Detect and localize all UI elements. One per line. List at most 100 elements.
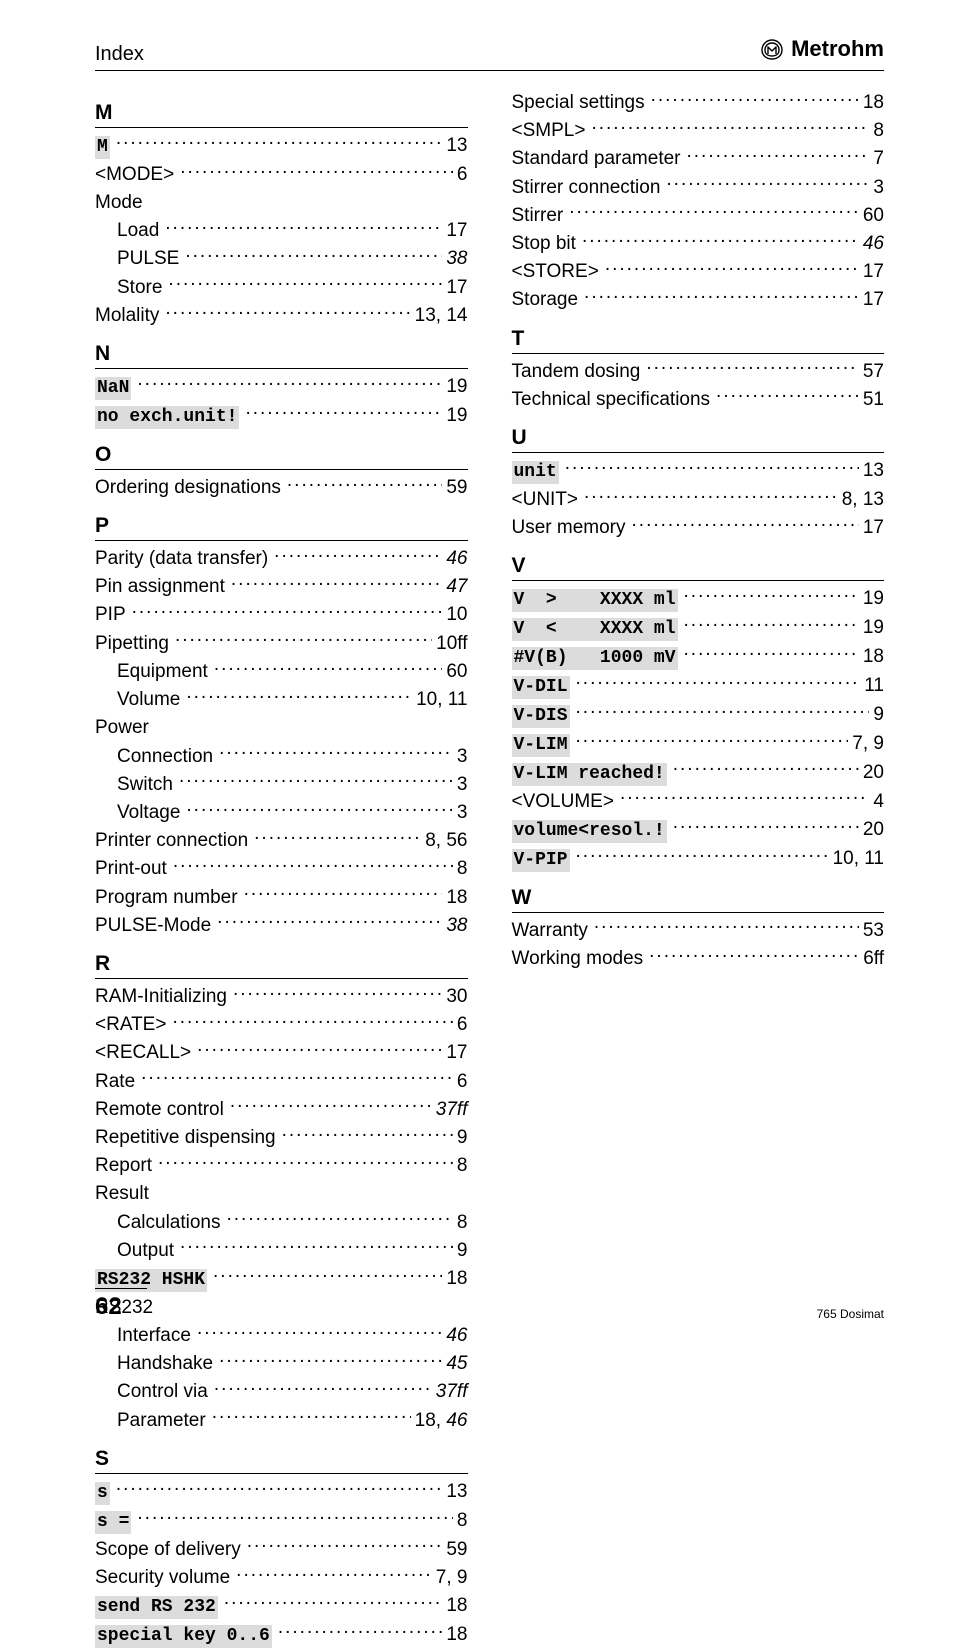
index-entry-page: 37ff bbox=[432, 1098, 468, 1122]
leader-dots bbox=[197, 1320, 442, 1341]
leader-dots bbox=[217, 910, 442, 931]
index-entry-page: 20 bbox=[859, 818, 884, 842]
leader-dots bbox=[212, 1405, 411, 1426]
leader-dots bbox=[594, 915, 859, 936]
header-left: Index bbox=[95, 43, 144, 66]
leader-dots bbox=[141, 1066, 453, 1087]
index-entry-label: <RECALL> bbox=[95, 1041, 191, 1065]
index-entry-label: NaN bbox=[95, 377, 131, 400]
metrohm-icon bbox=[759, 38, 785, 60]
index-entry: RAM-Initializing30 bbox=[95, 981, 468, 1009]
index-entry: Remote control37ff bbox=[95, 1094, 468, 1122]
index-entry-page: 19 bbox=[859, 616, 884, 640]
index-entry-label: PULSE bbox=[117, 247, 179, 271]
page-number: 62 bbox=[95, 1288, 147, 1321]
index-entry-page: 17 bbox=[859, 288, 884, 312]
index-entry: Pipetting10ff bbox=[95, 628, 468, 656]
index-entry-label: User memory bbox=[512, 516, 626, 540]
index-entry: Warranty53 bbox=[512, 915, 885, 943]
index-entry-page: 59 bbox=[442, 476, 467, 500]
index-entry-page: 38 bbox=[442, 247, 467, 271]
leader-dots bbox=[233, 981, 442, 1002]
index-entry-page: 6 bbox=[453, 1013, 468, 1037]
index-entry: V < XXXX ml19 bbox=[512, 612, 885, 641]
index-entry: Standard parameter7 bbox=[512, 143, 885, 171]
index-entry: volume<resol.!20 bbox=[512, 814, 885, 843]
index-entry-label: s bbox=[95, 1482, 110, 1505]
index-entry: s =8 bbox=[95, 1505, 468, 1534]
leader-dots bbox=[236, 1562, 432, 1583]
leader-dots bbox=[165, 300, 410, 321]
index-entry-page: 10ff bbox=[432, 632, 467, 656]
index-entry: Handshake45 bbox=[95, 1348, 468, 1376]
index-entry-label: Output bbox=[117, 1239, 174, 1263]
index-entry-label: Ordering designations bbox=[95, 476, 281, 500]
leader-dots bbox=[282, 1122, 453, 1143]
index-entry-label: Working modes bbox=[512, 947, 644, 971]
index-entry-label: Molality bbox=[95, 304, 159, 328]
index-entry-label: Scope of delivery bbox=[95, 1538, 241, 1562]
index-entry-page: 3 bbox=[453, 773, 468, 797]
leader-dots bbox=[197, 1037, 442, 1058]
index-entry-label: Warranty bbox=[512, 919, 588, 943]
index-entry: Switch3 bbox=[95, 769, 468, 797]
index-entry-label: Interface bbox=[117, 1324, 191, 1348]
index-entry-label: Control via bbox=[117, 1380, 208, 1404]
index-entry: Report 8 bbox=[95, 1150, 468, 1178]
index-entry-label: M bbox=[95, 136, 110, 159]
leader-dots bbox=[244, 882, 443, 903]
index-entry-label: V-PIP bbox=[512, 849, 570, 872]
leader-dots bbox=[231, 571, 442, 592]
index-entry: Equipment60 bbox=[95, 656, 468, 684]
index-entry-label: Standard parameter bbox=[512, 147, 681, 171]
index-entry-label: Volume bbox=[117, 688, 180, 712]
index-entry-page: 18, 46 bbox=[411, 1409, 468, 1433]
index-entry: Parity (data transfer)46 bbox=[95, 543, 468, 571]
index-letter: S bbox=[95, 1447, 468, 1474]
index-entry-page: 46 bbox=[859, 232, 884, 256]
leader-dots bbox=[158, 1150, 453, 1171]
index-entry-label: <SMPL> bbox=[512, 119, 586, 143]
index-entry-label: Power bbox=[95, 716, 149, 740]
index-entry: Pin assignment47 bbox=[95, 571, 468, 599]
index-entry-page: 19 bbox=[442, 404, 467, 428]
index-entry: <VOLUME>4 bbox=[512, 786, 885, 814]
leader-dots bbox=[576, 699, 870, 720]
leader-dots bbox=[569, 200, 859, 221]
index-entry-label: Technical specifications bbox=[512, 388, 711, 412]
leader-dots bbox=[214, 1377, 432, 1398]
index-entry-page: 4 bbox=[869, 790, 884, 814]
index-entry-label: Load bbox=[117, 219, 159, 243]
index-entry-label: unit bbox=[512, 461, 559, 484]
index-entry: Scope of delivery59 bbox=[95, 1534, 468, 1562]
index-entry-label: Store bbox=[117, 276, 162, 300]
index-entry: Storage 17 bbox=[512, 284, 885, 312]
index-entry-label: Report bbox=[95, 1154, 152, 1178]
index-entry: unit13 bbox=[512, 455, 885, 484]
index-entry-label: Parameter bbox=[117, 1409, 206, 1433]
index-entry-page: 8, 13 bbox=[838, 488, 884, 512]
index-entry-label: send RS 232 bbox=[95, 1596, 218, 1619]
index-entry-page: 13 bbox=[442, 134, 467, 158]
index-entry-page: 17 bbox=[859, 516, 884, 540]
index-entry-label: Rate bbox=[95, 1070, 135, 1094]
index-entry-page: 13, 14 bbox=[411, 304, 468, 328]
index-entry-page: 18 bbox=[442, 886, 467, 910]
index-entry-page: 18 bbox=[859, 91, 884, 115]
index-entry-label: Repetitive dispensing bbox=[95, 1126, 276, 1150]
leader-dots bbox=[632, 512, 859, 533]
index-entry-label: Handshake bbox=[117, 1352, 213, 1376]
leader-dots bbox=[165, 215, 442, 236]
index-entry-label: Pin assignment bbox=[95, 575, 225, 599]
index-entry-label: Storage bbox=[512, 288, 579, 312]
index-entry: Connection3 bbox=[95, 741, 468, 769]
index-entry-page: 30 bbox=[442, 985, 467, 1009]
index-entry-label: Parity (data transfer) bbox=[95, 547, 268, 571]
index-entry-page: 8 bbox=[453, 1154, 468, 1178]
index-entry: Security volume7, 9 bbox=[95, 1562, 468, 1590]
index-entry-label: #V(B) 1000 mV bbox=[512, 647, 678, 670]
index-entry-page: 60 bbox=[859, 204, 884, 228]
index-entry-label: PULSE-Mode bbox=[95, 914, 211, 938]
column-right: Special settings18<SMPL>8Standard parame… bbox=[512, 87, 885, 1648]
leader-dots bbox=[666, 172, 869, 193]
